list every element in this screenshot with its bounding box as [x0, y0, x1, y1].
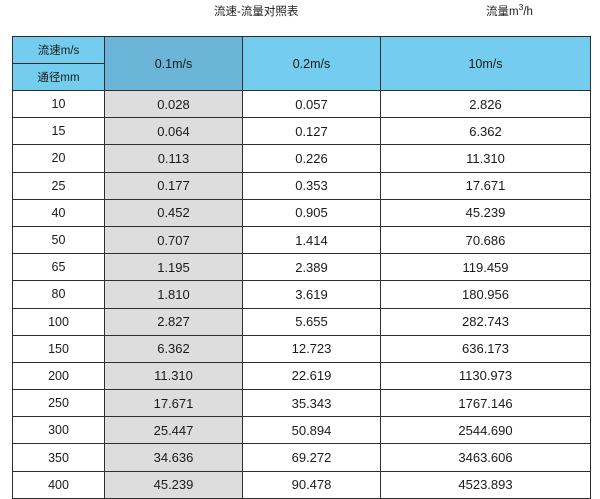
cell-flow-10: 4523.893 [380, 470, 591, 499]
table-row: 250 17.671 35.343 1767.146 [12, 389, 591, 418]
cell-flow-10: 45.239 [380, 198, 591, 227]
cell-diameter: 350 [12, 443, 105, 472]
cell-flow-0.1: 2.827 [104, 307, 243, 336]
cell-diameter: 25 [12, 171, 105, 200]
cell-flow-0.1: 0.113 [104, 144, 243, 173]
unit-label-prefix: 流量m [486, 6, 519, 18]
column-header-0: 0.1m/s [104, 36, 243, 91]
cell-flow-0.2: 3.619 [242, 280, 381, 309]
column-header-2: 10m/s [380, 36, 591, 91]
table-row: 20 0.113 0.226 11.310 [12, 144, 591, 173]
flow-rate-table: 流速m/s 0.1m/s 0.2m/s 10m/s 通径mm 10 0.028 … [12, 36, 591, 499]
cell-flow-10: 1130.973 [380, 361, 591, 391]
table-row: 350 34.636 69.272 3463.606 [12, 443, 591, 472]
cell-flow-0.2: 0.226 [242, 144, 381, 173]
cell-flow-10: 6.362 [380, 117, 591, 146]
cell-flow-0.1: 17.671 [104, 389, 243, 418]
cell-diameter: 100 [12, 307, 105, 336]
cell-flow-0.2: 69.272 [242, 443, 381, 472]
cell-flow-10: 1767.146 [380, 389, 591, 418]
table-row: 10 0.028 0.057 2.826 [12, 89, 591, 119]
cell-flow-0.1: 0.707 [104, 225, 243, 255]
cell-flow-0.1: 0.064 [104, 117, 243, 146]
unit-label: 流量m3/h [486, 2, 533, 20]
header-row-bottom: 通径mm [12, 63, 591, 91]
unit-label-suffix: /h [523, 6, 533, 18]
cell-flow-0.2: 2.389 [242, 253, 381, 282]
cell-flow-10: 180.956 [380, 280, 591, 309]
table-row: 80 1.810 3.619 180.956 [12, 280, 591, 309]
cell-flow-0.2: 90.478 [242, 470, 381, 499]
cell-flow-0.1: 25.447 [104, 416, 243, 445]
column-header-1: 0.2m/s [242, 36, 381, 91]
cell-flow-10: 282.743 [380, 307, 591, 336]
table-title: 流速-流量对照表 [214, 6, 299, 18]
cell-flow-10: 119.459 [380, 253, 591, 282]
cell-flow-10: 11.310 [380, 144, 591, 173]
cell-flow-0.1: 11.310 [104, 361, 243, 391]
table-row: 150 6.362 12.723 636.173 [12, 334, 591, 363]
cell-diameter: 300 [12, 416, 105, 445]
cell-flow-0.2: 0.057 [242, 89, 381, 119]
cell-flow-10: 3463.606 [380, 443, 591, 472]
cell-diameter: 10 [12, 89, 105, 119]
table-header: 流速m/s 0.1m/s 0.2m/s 10m/s 通径mm [12, 36, 591, 91]
cell-diameter: 150 [12, 334, 105, 363]
table-row: 25 0.177 0.353 17.671 [12, 171, 591, 200]
cell-flow-10: 2.826 [380, 89, 591, 119]
cell-flow-0.2: 0.353 [242, 171, 381, 200]
cell-flow-0.1: 1.810 [104, 280, 243, 309]
cell-flow-0.1: 6.362 [104, 334, 243, 363]
cell-flow-0.1: 1.195 [104, 253, 243, 282]
cell-flow-0.2: 22.619 [242, 361, 381, 391]
table-row: 300 25.447 50.894 2544.690 [12, 416, 591, 445]
cell-diameter: 80 [12, 280, 105, 309]
table-row: 400 45.239 90.478 4523.893 [12, 470, 591, 499]
caption-row: 流速-流量对照表 流量m3/h [0, 0, 600, 30]
cell-diameter: 200 [12, 361, 105, 391]
table-row: 65 1.195 2.389 119.459 [12, 253, 591, 282]
cell-flow-0.2: 50.894 [242, 416, 381, 445]
cell-flow-0.1: 45.239 [104, 470, 243, 499]
cell-flow-0.2: 0.905 [242, 198, 381, 227]
cell-flow-10: 2544.690 [380, 416, 591, 445]
corner-header-diameter-label: 通径mm [12, 63, 105, 91]
table-body: 10 0.028 0.057 2.826 15 0.064 0.127 6.36… [12, 89, 591, 499]
unit-label-superscript: 3 [518, 2, 524, 13]
cell-flow-0.2: 12.723 [242, 334, 381, 363]
cell-flow-10: 636.173 [380, 334, 591, 363]
cell-flow-0.2: 35.343 [242, 389, 381, 418]
flow-table-container: 流速m/s 0.1m/s 0.2m/s 10m/s 通径mm 10 0.028 … [12, 36, 591, 499]
header-row-top: 流速m/s 0.1m/s 0.2m/s 10m/s [12, 36, 591, 91]
table-row: 50 0.707 1.414 70.686 [12, 225, 591, 255]
cell-flow-0.2: 5.655 [242, 307, 381, 336]
corner-header-velocity-label: 流速m/s [12, 36, 105, 64]
cell-flow-0.1: 34.636 [104, 443, 243, 472]
cell-diameter: 20 [12, 144, 105, 173]
cell-flow-0.1: 0.177 [104, 171, 243, 200]
cell-flow-0.1: 0.028 [104, 89, 243, 119]
cell-diameter: 250 [12, 389, 105, 418]
cell-diameter: 65 [12, 253, 105, 282]
table-row: 15 0.064 0.127 6.362 [12, 117, 591, 146]
cell-flow-10: 70.686 [380, 225, 591, 255]
cell-flow-0.2: 1.414 [242, 225, 381, 255]
cell-diameter: 400 [12, 470, 105, 499]
cell-diameter: 50 [12, 225, 105, 255]
cell-diameter: 40 [12, 198, 105, 227]
table-row: 100 2.827 5.655 282.743 [12, 307, 591, 336]
table-row: 40 0.452 0.905 45.239 [12, 198, 591, 227]
cell-flow-10: 17.671 [380, 171, 591, 200]
cell-flow-0.1: 0.452 [104, 198, 243, 227]
table-row: 200 11.310 22.619 1130.973 [12, 361, 591, 391]
cell-diameter: 15 [12, 117, 105, 146]
cell-flow-0.2: 0.127 [242, 117, 381, 146]
